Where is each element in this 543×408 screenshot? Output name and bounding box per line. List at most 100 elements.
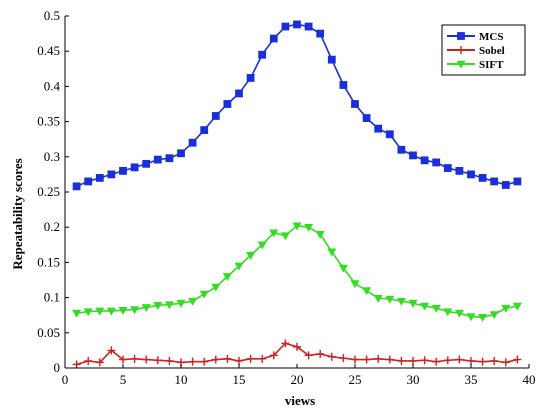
y-tick-label: 0.5	[44, 8, 60, 23]
series-mcs	[72, 20, 522, 191]
data-point-sift	[489, 311, 499, 320]
data-point-mcs	[153, 155, 162, 164]
legend-item-mcs: MCS	[447, 31, 503, 43]
y-tick-label: 0	[54, 360, 61, 375]
data-point-mcs	[84, 177, 93, 186]
data-point-sobel	[455, 355, 464, 364]
data-point-mcs	[177, 149, 185, 158]
data-point-sobel	[467, 356, 475, 365]
data-point-sift	[106, 307, 116, 316]
data-point-sobel	[107, 346, 116, 355]
data-point-sift	[315, 230, 325, 239]
x-tick-label: 25	[349, 372, 362, 387]
data-point-sobel	[246, 354, 255, 363]
data-point-sobel	[420, 356, 429, 365]
data-point-sobel	[362, 355, 371, 364]
data-point-sobel	[351, 355, 359, 364]
data-point-sobel	[281, 339, 290, 348]
y-axis-title: Repeatability scores	[10, 158, 25, 269]
series-line-sift	[76, 224, 518, 319]
data-point-sobel	[223, 354, 232, 363]
data-point-mcs	[420, 156, 429, 165]
data-point-sobel	[165, 356, 174, 365]
series-sobel	[72, 339, 522, 369]
data-point-sobel	[235, 356, 243, 365]
x-axis-title: views	[285, 393, 315, 408]
data-point-mcs	[200, 126, 209, 134]
data-point-sobel	[490, 356, 499, 365]
data-point-sift	[408, 299, 418, 308]
data-point-sift	[269, 229, 279, 238]
data-point-mcs	[501, 181, 510, 189]
data-point-sobel	[119, 355, 127, 364]
x-tick-label: 10	[175, 372, 188, 387]
y-tick-label: 0.15	[37, 254, 60, 269]
data-point-sobel	[211, 355, 220, 364]
data-point-mcs	[339, 81, 348, 89]
data-point-sift	[501, 304, 511, 313]
data-point-sobel	[316, 349, 325, 358]
x-tick-label: 15	[233, 372, 246, 387]
data-point-mcs	[235, 89, 243, 98]
data-point-sift	[188, 297, 198, 306]
data-point-mcs	[316, 29, 325, 38]
data-point-mcs	[304, 22, 313, 31]
y-tick-label: 0.25	[37, 184, 60, 199]
legend-item-sobel: Sobel	[447, 45, 505, 57]
data-point-mcs	[95, 174, 104, 182]
data-point-mcs	[223, 100, 232, 108]
data-point-sobel	[200, 357, 209, 366]
data-point-sift	[454, 309, 464, 318]
data-point-mcs	[455, 166, 464, 175]
data-point-mcs	[119, 166, 127, 175]
data-point-sift	[292, 222, 302, 231]
data-point-sift	[211, 283, 221, 292]
data-point-sobel	[478, 357, 487, 366]
data-point-mcs	[165, 154, 174, 163]
data-point-sobel	[95, 358, 104, 367]
data-point-mcs	[281, 22, 290, 31]
data-point-mcs	[478, 174, 487, 182]
data-point-mcs	[130, 163, 139, 172]
data-point-sift	[280, 232, 290, 241]
data-point-sobel	[501, 358, 510, 367]
data-point-sobel	[304, 351, 313, 360]
legend-marker-sobel	[457, 46, 465, 54]
data-point-sift	[466, 313, 476, 322]
data-point-sift	[141, 304, 151, 313]
data-point-mcs	[409, 151, 417, 160]
data-point-sobel	[142, 355, 151, 364]
data-point-mcs	[246, 74, 255, 82]
data-point-sobel	[188, 357, 197, 366]
data-point-sobel	[327, 352, 336, 361]
data-point-sift	[257, 241, 267, 250]
data-point-sift	[362, 287, 372, 296]
x-tick-label: 20	[291, 372, 304, 387]
data-point-mcs	[269, 34, 278, 43]
data-point-sift	[83, 308, 93, 317]
data-point-sobel	[258, 354, 267, 363]
data-point-mcs	[211, 112, 220, 120]
data-point-sift	[420, 302, 430, 311]
y-tick-label: 0.3	[44, 149, 60, 164]
data-point-sift	[512, 302, 522, 311]
data-point-mcs	[188, 138, 197, 147]
y-tick-label: 0.05	[37, 325, 60, 340]
y-tick-label: 0.1	[44, 290, 60, 305]
legend-marker-sift	[456, 60, 466, 69]
y-tick-label: 0.45	[37, 43, 60, 58]
data-point-sobel	[432, 357, 441, 366]
data-point-sobel	[72, 360, 81, 369]
data-point-sift	[222, 273, 232, 282]
data-point-mcs	[385, 130, 394, 139]
legend: MCS Sobel SIFT	[441, 24, 526, 76]
data-point-mcs	[397, 145, 406, 154]
data-point-sobel	[409, 356, 417, 365]
data-point-sift	[478, 314, 488, 322]
data-point-sobel	[293, 342, 301, 351]
data-point-mcs	[142, 159, 151, 168]
data-point-sift	[443, 308, 453, 317]
plot-area	[72, 20, 522, 369]
data-point-sift	[176, 299, 186, 308]
x-tick-label: 40	[523, 372, 536, 387]
